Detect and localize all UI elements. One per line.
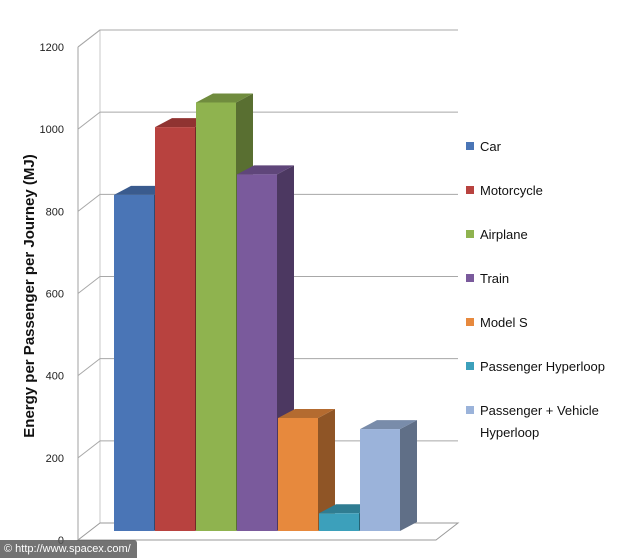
legend-item: Train (466, 271, 509, 286)
image-credit: © http://www.spacex.com/ (0, 540, 137, 558)
legend-swatch (466, 142, 474, 150)
bar (360, 420, 417, 531)
bar-front (237, 174, 277, 531)
legend-swatch (466, 230, 474, 238)
bar-side (318, 408, 335, 531)
y-tick-label: 800 (46, 206, 64, 218)
legend-item: Model S (466, 315, 528, 330)
y-axis-ticks: 020040060080010001200 (40, 42, 64, 547)
legend-swatch (466, 406, 474, 414)
legend-swatch (466, 318, 474, 326)
bar-front (114, 194, 154, 531)
y-tick-label: 1000 (40, 124, 64, 136)
bar (278, 408, 335, 531)
y-tick-label: 400 (46, 371, 64, 383)
y-axis-label: Energy per Passenger per Journey (MJ) (21, 154, 38, 437)
legend-label: Train (480, 271, 509, 286)
legend-label: Model S (480, 315, 528, 330)
back-wall-top (77, 29, 458, 48)
bar-side (400, 420, 417, 531)
legend-swatch (466, 362, 474, 370)
bar-top (196, 93, 253, 103)
legend-swatch (466, 274, 474, 282)
legend: Car Motorcycle Airplane Train Model S Passeng… (466, 139, 605, 440)
gridline (77, 111, 458, 130)
legend-label: Passenger + Vehicle Hyperloop (480, 403, 599, 440)
bar-top (237, 165, 294, 175)
legend-item: Motorcycle (466, 183, 543, 198)
bar-front (360, 429, 400, 531)
gridline (77, 276, 458, 294)
gridline (77, 440, 458, 459)
bar-front (278, 417, 318, 531)
bar-front (319, 513, 359, 531)
legend-item: Airplane (466, 227, 528, 242)
legend-label: Passenger Hyperloop (480, 359, 605, 374)
legend-swatch (466, 186, 474, 194)
legend-item: Passenger + Vehicle Hyperloop (466, 403, 599, 440)
bars (114, 93, 417, 532)
gridline (77, 29, 458, 48)
legend-item: Passenger Hyperloop (466, 359, 605, 374)
gridline (77, 358, 458, 377)
legend-item: Car (466, 139, 502, 154)
bar-front (155, 127, 195, 532)
y-tick-label: 600 (46, 289, 64, 301)
legend-label: Motorcycle (480, 183, 543, 198)
bar-top (360, 420, 417, 430)
legend-label: Airplane (480, 227, 528, 242)
y-tick-label: 200 (46, 453, 64, 465)
y-tick-label: 1200 (40, 42, 64, 54)
gridlines (77, 29, 458, 459)
legend-label: Car (480, 139, 502, 154)
bar-front (196, 102, 236, 532)
gridline (77, 193, 458, 212)
bar-top (278, 408, 335, 418)
